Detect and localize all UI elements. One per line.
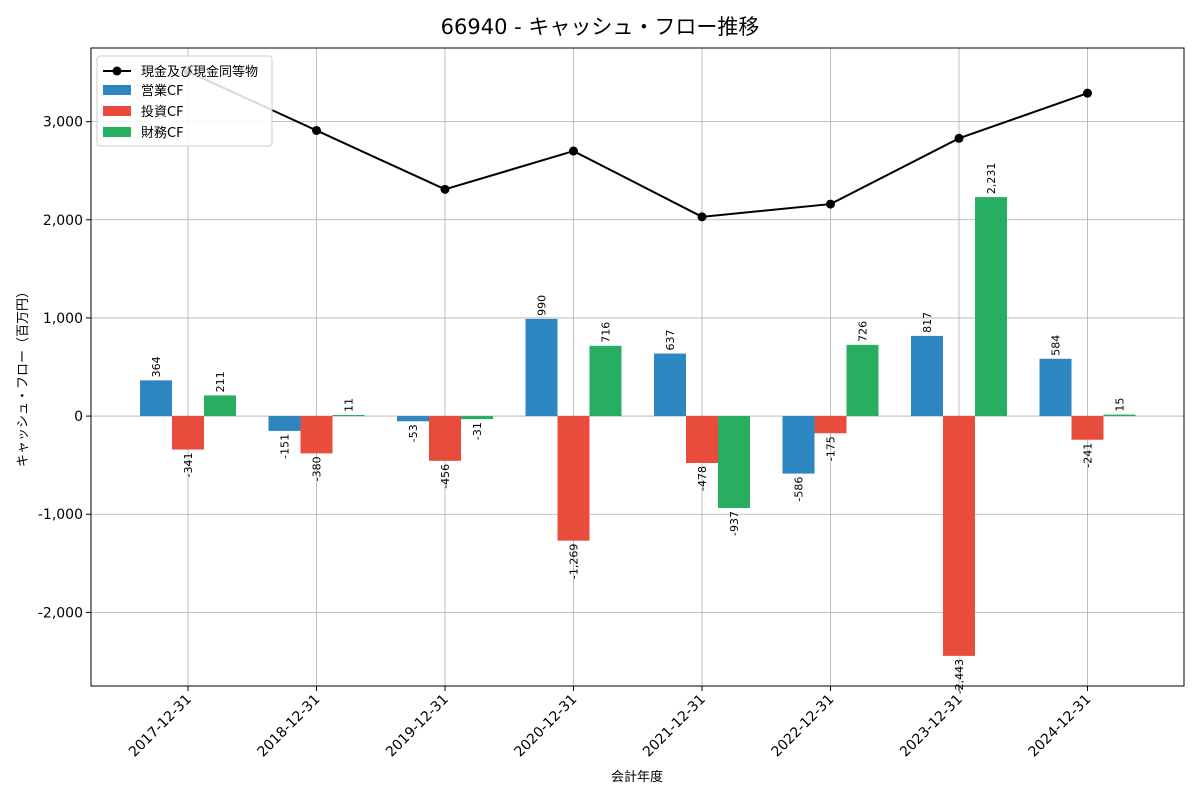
bar-data-label: 364 [150, 356, 163, 377]
plot-frame [90, 47, 1185, 687]
bar-data-label: -175 [825, 436, 838, 461]
bar-1 [140, 380, 172, 417]
bar-3 [204, 395, 236, 417]
bar-1 [654, 353, 686, 417]
bar-1 [525, 318, 558, 417]
bar-data-label: -2,443 [953, 659, 966, 694]
cash-line [183, 67, 1092, 222]
bar-data-label: -53 [407, 424, 420, 442]
chart-title: 66940 - キャッシュ・フロー推移 [441, 15, 760, 39]
y-tick-label: 1,000 [43, 311, 83, 327]
bar-2 [686, 416, 718, 463]
x-tick-label: 2024-12-31 [1025, 692, 1094, 761]
legend-swatch-3 [103, 127, 131, 137]
bar-data-label: 817 [921, 312, 934, 333]
bar-data-label: -341 [182, 453, 195, 478]
bar-data-label: -380 [311, 456, 324, 481]
x-tick-label: 2022-12-31 [768, 692, 837, 761]
cash-point [954, 133, 964, 143]
x-tick-label: 2020-12-31 [511, 692, 580, 761]
legend-label-3: 財務CF [141, 126, 184, 141]
bar-3 [332, 414, 365, 417]
bars [140, 197, 1136, 656]
bar-data-label: 15 [1114, 398, 1127, 412]
bar-3 [846, 344, 879, 417]
legend-swatch-1 [103, 85, 131, 95]
bar-data-label: 716 [600, 322, 613, 343]
y-tick-label: 3,000 [43, 115, 83, 131]
bar-data-label: -586 [793, 477, 806, 502]
legend-label-2: 投資CF [141, 104, 184, 120]
x-tick-label: 2018-12-31 [254, 692, 323, 761]
bar-1 [1039, 358, 1072, 417]
bar-data-label: 990 [536, 295, 549, 316]
legend-swatch-2 [103, 106, 131, 116]
bar-1 [268, 416, 301, 431]
y-tick-label: -2,000 [38, 605, 83, 621]
cash-point [440, 184, 450, 194]
x-tick-label: 2021-12-31 [640, 692, 709, 761]
legend-box [96, 55, 273, 147]
cash-point [1083, 88, 1092, 98]
y-tick-label: -1,000 [38, 507, 83, 523]
y-tick-label: 0 [74, 409, 83, 425]
bar-data-label: -1,269 [568, 544, 581, 579]
bar-3 [589, 345, 622, 417]
x-tick-label: 2019-12-31 [383, 692, 452, 761]
legend-label-cash: 現金及び現金同等物 [141, 64, 258, 80]
cash-point [569, 146, 578, 156]
cash-point [312, 125, 321, 135]
bar-data-label: 11 [343, 398, 356, 412]
bar-2 [1071, 416, 1104, 440]
data-labels: 364 -151 -53 990 637 -586 817 584 -341 -380 -456 -1… [150, 163, 1127, 695]
legend-line-marker [112, 66, 122, 76]
x-tick-label: 2023-12-31 [897, 692, 966, 761]
y-axis: -2,000 -1,000 0 1,000 2,000 3,000 [38, 115, 91, 621]
x-axis-label: 会計年度 [611, 769, 663, 785]
bar-2 [300, 416, 333, 454]
x-axis: 2017-12-31 2018-12-31 2019-12-31 2020-12-31… [126, 686, 1094, 760]
bar-2 [814, 416, 847, 434]
bar-2 [429, 416, 461, 461]
bar-data-label: 584 [1050, 335, 1063, 356]
bar-data-label: 211 [214, 371, 227, 392]
bar-data-label: -241 [1082, 443, 1095, 468]
bar-data-label: -456 [439, 464, 452, 489]
bar-3 [461, 416, 493, 420]
bar-1 [911, 335, 943, 417]
bar-3 [718, 416, 750, 509]
y-axis-label: キャッシュ・フロー（百万円） [16, 285, 31, 467]
legend-label-1: 営業CF [141, 83, 184, 99]
bar-data-label: 2,231 [985, 163, 998, 195]
bar-1 [397, 416, 429, 422]
cash-point [826, 199, 835, 209]
bar-1 [782, 416, 815, 474]
bar-2 [172, 416, 204, 450]
y-tick-label: 2,000 [43, 213, 83, 229]
bar-data-label: -937 [728, 511, 741, 536]
bar-3 [975, 197, 1007, 417]
bar-2 [557, 416, 590, 541]
x-tick-label: 2017-12-31 [126, 692, 195, 761]
cash-line-path [187, 70, 1088, 218]
bar-data-label: 637 [664, 330, 677, 351]
bar-data-label: -31 [471, 422, 484, 440]
bar-data-label: -478 [696, 466, 709, 491]
cash-point [697, 212, 707, 222]
bar-data-label: -151 [279, 434, 292, 459]
bar-data-label: 726 [857, 321, 870, 342]
bar-2 [943, 416, 975, 656]
bar-3 [1103, 414, 1136, 417]
